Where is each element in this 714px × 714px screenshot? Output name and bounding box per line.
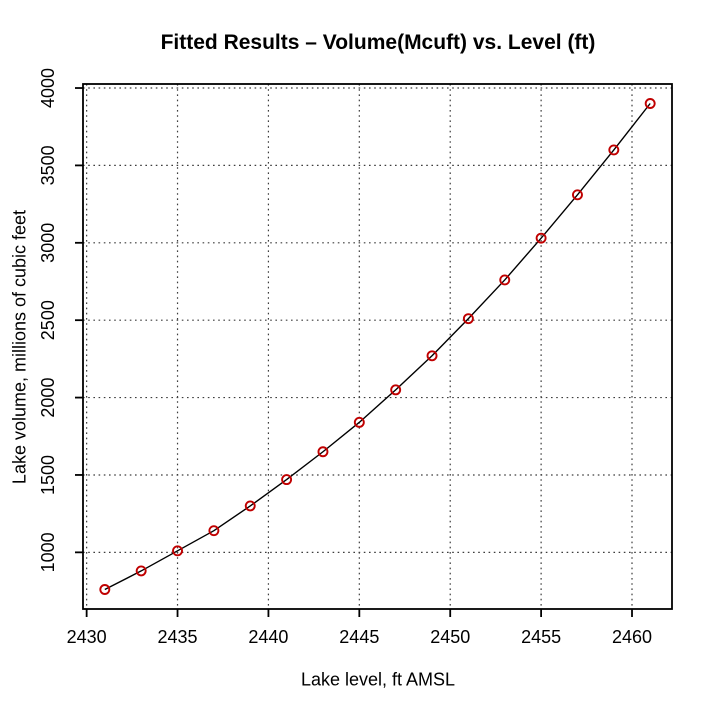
data-point bbox=[644, 98, 656, 109]
data-point bbox=[135, 565, 147, 577]
data-point bbox=[608, 144, 620, 156]
data-point bbox=[535, 232, 547, 244]
y-tick-label: 3500 bbox=[38, 145, 58, 185]
x-tick-label: 2430 bbox=[67, 627, 107, 647]
data-point bbox=[390, 384, 402, 396]
data-point bbox=[208, 525, 220, 537]
chart-title: Fitted Results – Volume(Mcuft) vs. Level… bbox=[160, 31, 596, 54]
x-tick-label: 2440 bbox=[248, 627, 288, 647]
data-point bbox=[99, 584, 111, 595]
data-point bbox=[499, 274, 511, 286]
x-tick-label: 2435 bbox=[158, 627, 198, 647]
x-axis-title: Lake level, ft AMSL bbox=[300, 669, 456, 690]
y-tick-label: 2000 bbox=[38, 378, 58, 418]
data-point bbox=[244, 500, 256, 512]
data-point bbox=[462, 313, 474, 325]
x-tick-label: 2455 bbox=[521, 627, 561, 647]
data-point bbox=[353, 416, 365, 428]
y-tick-label: 1500 bbox=[38, 455, 58, 495]
x-tick-label: 2450 bbox=[430, 627, 470, 647]
data-point bbox=[426, 350, 438, 362]
data-point bbox=[172, 545, 183, 557]
data-point bbox=[317, 446, 329, 458]
y-tick-label: 4000 bbox=[38, 68, 58, 108]
x-tick-label: 2460 bbox=[612, 627, 652, 647]
x-tick-label: 2445 bbox=[339, 627, 379, 647]
data-point bbox=[572, 189, 583, 201]
plot-border bbox=[82, 83, 673, 610]
data-point bbox=[281, 474, 293, 486]
fitted-line bbox=[104, 103, 651, 591]
y-tick-label: 2500 bbox=[38, 300, 58, 340]
y-tick-label: 1000 bbox=[38, 532, 58, 572]
y-tick-label: 3000 bbox=[38, 223, 58, 263]
